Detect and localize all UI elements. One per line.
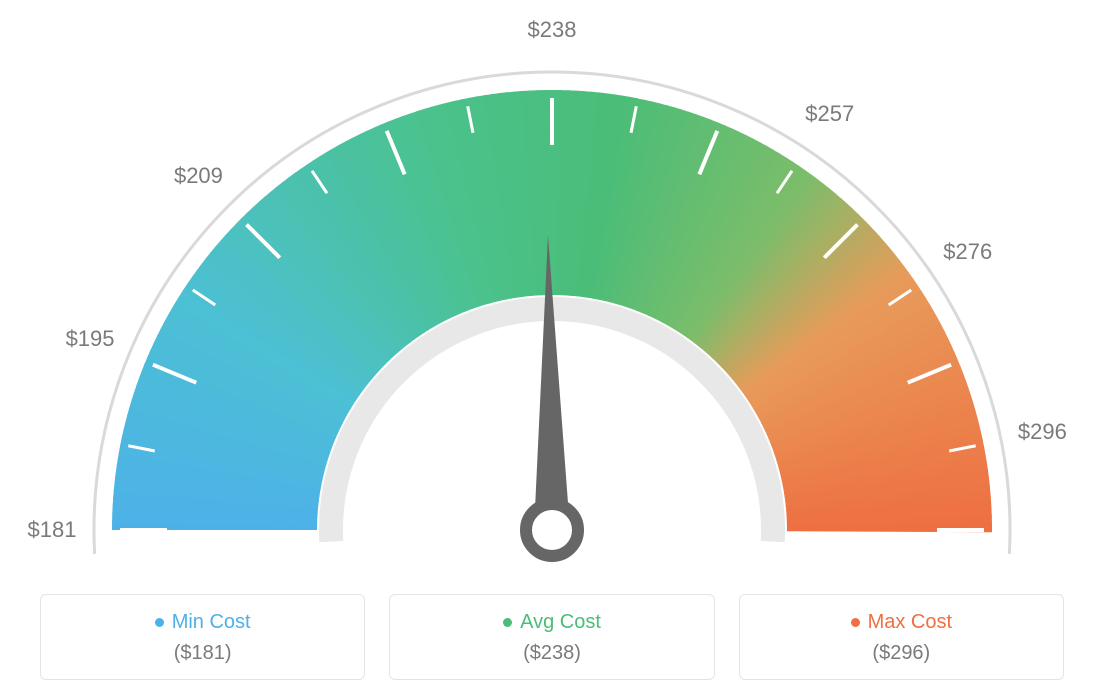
legend-title-min: Min Cost [155, 611, 251, 634]
legend-dot-min [155, 618, 164, 627]
gauge-scale-label: $296 [1018, 419, 1067, 445]
legend-value-max: ($296) [740, 642, 1063, 665]
legend-title-max: Max Cost [851, 611, 952, 634]
legend-label-max: Max Cost [868, 611, 952, 634]
gauge-scale-label: $257 [805, 101, 854, 127]
legend-card-min: Min Cost ($181) [40, 594, 365, 680]
legend-label-avg: Avg Cost [520, 611, 601, 634]
legend-dot-max [851, 618, 860, 627]
gauge-scale-label: $209 [174, 163, 223, 189]
gauge-scale-label: $238 [528, 17, 577, 43]
legend-row: Min Cost ($181) Avg Cost ($238) Max Cost… [40, 594, 1064, 680]
gauge-scale-label: $181 [28, 517, 77, 543]
legend-dot-avg [503, 618, 512, 627]
gauge-scale-label: $195 [66, 326, 115, 352]
cost-gauge-widget: $181 $195 $209 $238 $257 $276 $296 Min Cost ($… [0, 0, 1104, 690]
legend-card-avg: Avg Cost ($238) [389, 594, 714, 680]
legend-card-max: Max Cost ($296) [739, 594, 1064, 680]
gauge-chart: $181 $195 $209 $238 $257 $276 $296 [0, 0, 1104, 570]
gauge-scale-label: $276 [943, 239, 992, 265]
legend-value-avg: ($238) [390, 642, 713, 665]
legend-label-min: Min Cost [172, 611, 251, 634]
legend-value-min: ($181) [41, 642, 364, 665]
legend-title-avg: Avg Cost [503, 611, 601, 634]
